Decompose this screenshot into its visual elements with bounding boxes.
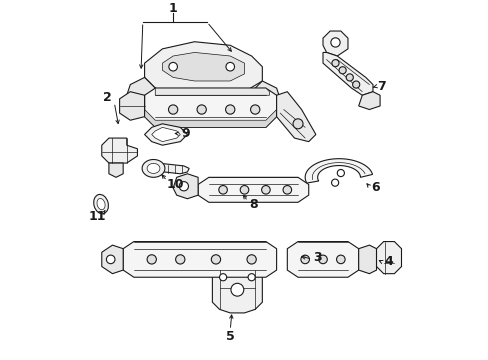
Polygon shape — [144, 109, 276, 127]
Circle shape — [218, 185, 227, 194]
Text: 5: 5 — [225, 330, 234, 343]
Polygon shape — [198, 177, 308, 202]
Polygon shape — [102, 245, 123, 274]
Polygon shape — [276, 92, 315, 141]
Circle shape — [337, 170, 344, 177]
Circle shape — [250, 105, 259, 114]
Circle shape — [240, 185, 248, 194]
Circle shape — [211, 255, 220, 264]
Circle shape — [175, 255, 184, 264]
Polygon shape — [173, 174, 198, 199]
Circle shape — [261, 185, 270, 194]
Polygon shape — [151, 127, 180, 141]
Circle shape — [247, 274, 255, 281]
Polygon shape — [147, 163, 160, 174]
Circle shape — [179, 181, 188, 191]
Polygon shape — [123, 242, 276, 277]
Polygon shape — [162, 53, 244, 81]
Polygon shape — [287, 242, 358, 277]
Polygon shape — [142, 159, 164, 177]
Polygon shape — [144, 124, 187, 145]
Polygon shape — [158, 164, 189, 174]
Polygon shape — [144, 42, 262, 95]
Text: 11: 11 — [88, 210, 106, 223]
Polygon shape — [305, 159, 372, 183]
Polygon shape — [251, 81, 280, 106]
Text: 3: 3 — [313, 251, 321, 264]
Circle shape — [318, 255, 326, 264]
Circle shape — [168, 62, 177, 71]
Circle shape — [197, 105, 206, 114]
Text: 10: 10 — [166, 178, 183, 191]
Circle shape — [147, 255, 156, 264]
Polygon shape — [126, 77, 155, 102]
Circle shape — [225, 105, 234, 114]
Polygon shape — [358, 245, 376, 274]
Circle shape — [352, 81, 359, 88]
Polygon shape — [358, 92, 379, 109]
Circle shape — [168, 105, 178, 114]
Polygon shape — [323, 31, 347, 56]
Polygon shape — [109, 163, 123, 177]
Circle shape — [246, 255, 256, 264]
Circle shape — [346, 74, 353, 81]
Polygon shape — [155, 88, 269, 95]
Circle shape — [219, 274, 226, 281]
Text: 7: 7 — [377, 80, 386, 93]
Circle shape — [230, 283, 244, 296]
Circle shape — [300, 255, 309, 264]
Circle shape — [331, 59, 338, 67]
Ellipse shape — [97, 198, 105, 210]
Text: 8: 8 — [248, 198, 257, 211]
Polygon shape — [212, 266, 262, 313]
Text: 2: 2 — [102, 91, 111, 104]
Polygon shape — [323, 53, 372, 95]
Polygon shape — [102, 138, 137, 163]
Text: 4: 4 — [384, 255, 392, 268]
Polygon shape — [376, 242, 401, 274]
Text: 1: 1 — [168, 2, 177, 15]
Circle shape — [330, 38, 340, 47]
Circle shape — [283, 185, 291, 194]
Text: 9: 9 — [181, 127, 189, 140]
Circle shape — [106, 255, 115, 264]
Circle shape — [336, 255, 345, 264]
Polygon shape — [144, 88, 276, 127]
Circle shape — [225, 62, 234, 71]
Polygon shape — [120, 92, 144, 120]
Circle shape — [338, 67, 346, 74]
Ellipse shape — [94, 194, 108, 214]
Text: 6: 6 — [371, 181, 379, 194]
Circle shape — [292, 119, 303, 129]
Circle shape — [331, 179, 338, 186]
